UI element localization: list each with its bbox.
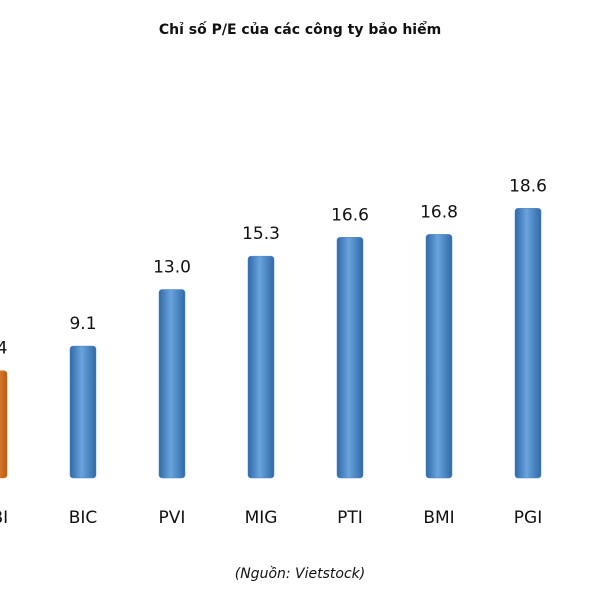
x-tick-label: BIC: [69, 508, 98, 528]
value-label: 18.6: [509, 176, 547, 196]
x-tick-label: BMI: [423, 508, 454, 528]
bar: [0, 370, 8, 479]
value-label: 16.8: [420, 202, 458, 222]
bar: [336, 237, 364, 479]
bar: [69, 345, 97, 479]
x-tick-label: MIG: [245, 508, 278, 528]
value-label: 13.0: [153, 258, 191, 278]
x-tick-label: PVI: [159, 508, 186, 528]
chart-title: Chỉ số P/E của các công ty bảo hiểm: [159, 21, 441, 38]
value-label: 16.6: [331, 205, 369, 225]
value-label: 9.1: [69, 314, 96, 334]
value-label: 15.3: [242, 224, 280, 244]
x-tick-label: PTI: [337, 508, 363, 528]
source-note: (Nguồn: Vietstock): [235, 565, 365, 582]
x-tick-label: PGI: [514, 508, 542, 528]
bar: [247, 255, 275, 479]
value-label: 7.4: [0, 339, 8, 359]
bar: [425, 234, 453, 479]
bar: [514, 208, 542, 479]
bar: [158, 289, 186, 479]
x-tick-label: ABI: [0, 508, 8, 528]
